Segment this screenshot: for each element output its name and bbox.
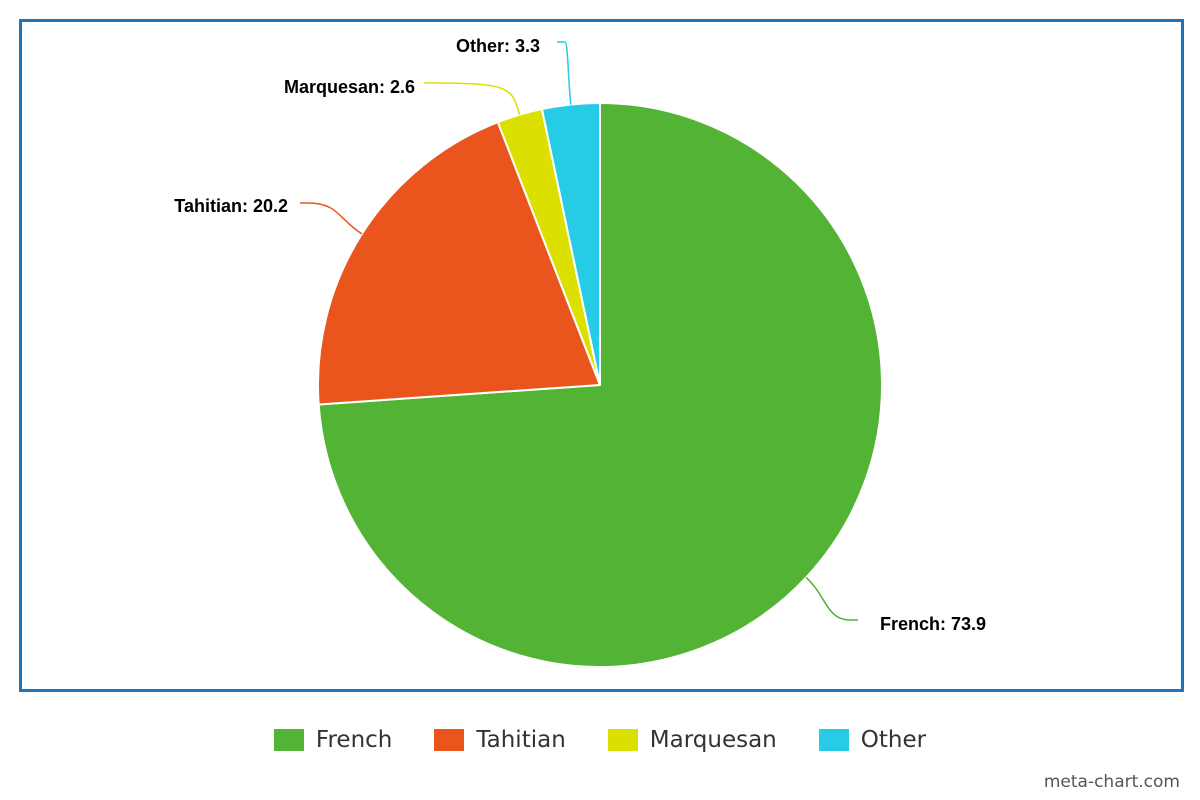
legend: French Tahitian Marquesan Other: [0, 722, 1200, 758]
connector-french: [805, 576, 858, 621]
legend-item-other[interactable]: Other: [818, 727, 927, 753]
legend-item-french[interactable]: French: [273, 727, 393, 753]
pie-chart: French: 73.9 Tahitian: 20.2 Marquesan: 2.6…: [174, 36, 986, 668]
legend-swatch-french: [273, 729, 304, 751]
legend-item-tahitian[interactable]: Tahitian: [434, 727, 566, 753]
connector-marquesan: [424, 82, 521, 115]
connector-other: [557, 41, 572, 105]
legend-swatch-other: [818, 729, 849, 751]
legend-label-french: French: [315, 727, 393, 753]
pie-slice-other[interactable]: [540, 102, 601, 386]
legend-swatch-marquesan: [607, 729, 638, 751]
data-label-french: French: 73.9: [880, 614, 986, 634]
legend-label-marquesan: Marquesan: [649, 727, 777, 753]
watermark: meta-chart.com: [1043, 772, 1180, 792]
legend-label-tahitian: Tahitian: [476, 727, 566, 753]
data-label-tahitian: Tahitian: 20.2: [174, 196, 288, 216]
data-label-marquesan: Marquesan: 2.6: [284, 77, 415, 97]
chart-frame: [19, 19, 1184, 692]
legend-label-other: Other: [860, 727, 927, 753]
legend-item-marquesan[interactable]: Marquesan: [607, 727, 777, 753]
connector-tahitian: [300, 202, 363, 235]
data-label-other: Other: 3.3: [456, 36, 540, 56]
legend-swatch-tahitian: [434, 729, 465, 751]
